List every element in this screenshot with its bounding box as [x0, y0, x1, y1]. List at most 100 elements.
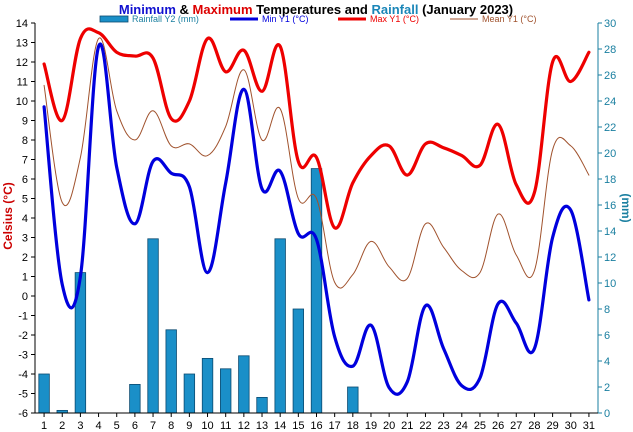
rainfall-bar — [183, 373, 196, 414]
x-tick-label: 29 — [546, 420, 558, 432]
legend-swatch-rainfall — [99, 15, 129, 23]
title-part: Rainfall — [371, 2, 418, 17]
right-tick-label: 28 — [604, 44, 616, 56]
rainfall-bar — [292, 308, 305, 414]
rainfall-bar — [256, 396, 268, 414]
right-tick-label: 6 — [604, 330, 610, 342]
left-tick-label: 14 — [16, 18, 28, 30]
right-tick-label: 0 — [604, 408, 610, 420]
left-tick-label: -1 — [18, 311, 28, 323]
x-tick-label: 25 — [474, 420, 486, 432]
right-tick-label: 18 — [604, 174, 616, 186]
x-tick-label: 19 — [365, 420, 377, 432]
x-tick-label: 28 — [528, 420, 540, 432]
x-tick-label: 26 — [492, 420, 504, 432]
x-tick-label: 10 — [201, 420, 213, 432]
x-tick-label: 31 — [583, 420, 595, 432]
x-tick-label: 9 — [186, 420, 192, 432]
x-tick-label: 12 — [238, 420, 250, 432]
left-tick-label: -5 — [18, 389, 28, 401]
left-tick-label: -6 — [18, 408, 28, 420]
left-axis-title: Celsius (°C) — [1, 182, 15, 249]
rainfall-bar — [38, 373, 50, 414]
title-part: & — [176, 2, 193, 17]
rainfall-bar — [129, 383, 141, 414]
left-tick-label: -4 — [18, 369, 28, 381]
x-tick-label: 13 — [256, 420, 268, 432]
right-tick-label: 24 — [604, 96, 616, 108]
left-tick-label: 2 — [22, 252, 28, 264]
legend-label: Max Y1 (°C) — [370, 14, 419, 24]
rainfall-bar — [147, 238, 159, 414]
x-tick-label: 27 — [510, 420, 522, 432]
right-tick-label: 2 — [604, 382, 610, 394]
title-part: Maximum — [193, 2, 253, 17]
left-tick-label: -3 — [18, 350, 28, 362]
rainfall-bars — [38, 168, 359, 414]
left-tick-label: 0 — [22, 291, 28, 303]
max-temperature-line — [42, 27, 591, 230]
mean-temperature-line — [43, 37, 590, 289]
title-part: Minimum — [119, 2, 176, 17]
right-tick-label: 10 — [604, 278, 616, 290]
x-tick-label: 4 — [96, 420, 102, 432]
left-tick-label: 7 — [22, 155, 28, 167]
legend-label: Rainfall Y2 (mm) — [132, 14, 199, 24]
left-tick-label: 6 — [22, 174, 28, 186]
rainfall-bar — [238, 355, 250, 414]
x-tick-label: 18 — [347, 420, 359, 432]
right-tick-label: 30 — [604, 18, 616, 30]
x-tick-label: 2 — [59, 420, 65, 432]
left-tick-label: 8 — [22, 135, 28, 147]
rainfall-bar — [310, 168, 323, 414]
left-tick-label: 10 — [16, 96, 28, 108]
left-tick-label: 5 — [22, 194, 28, 206]
x-tick-label: 5 — [114, 420, 120, 432]
x-tick-label: 20 — [383, 420, 395, 432]
left-tick-label: 4 — [22, 213, 28, 225]
left-tick-label: 9 — [22, 116, 28, 128]
rainfall-bar — [220, 368, 232, 414]
right-tick-label: 16 — [604, 200, 616, 212]
x-axis-ticks: 1 2 3 4 5 6 7 8 9 10 11 12 13 14 15 16 17 18 19 20 21 22 23 24 2… — [41, 413, 595, 432]
x-tick-label: 22 — [419, 420, 431, 432]
left-tick-label: 12 — [16, 57, 28, 69]
x-tick-label: 24 — [456, 420, 468, 432]
rainfall-bar — [274, 238, 286, 414]
right-tick-label: 20 — [604, 148, 616, 160]
rainfall-bar — [347, 386, 359, 414]
rainfall-bar — [201, 357, 214, 414]
x-tick-label: 15 — [292, 420, 304, 432]
title-part: (January 2023) — [418, 2, 513, 17]
title-part: Temperatures and — [253, 2, 372, 17]
x-tick-label: 16 — [310, 420, 322, 432]
x-tick-label: 17 — [329, 420, 341, 432]
legend-label: Mean Y1 (°C) — [482, 14, 536, 24]
right-tick-label: 22 — [604, 122, 616, 134]
x-tick-label: 3 — [77, 420, 83, 432]
right-tick-label: 14 — [604, 226, 616, 238]
right-tick-label: 26 — [604, 70, 616, 82]
rainfall-bar — [165, 329, 177, 414]
right-axis-title: (mm) — [619, 193, 633, 222]
left-tick-label: 13 — [16, 38, 28, 50]
left-tick-label: 11 — [17, 77, 28, 89]
x-tick-label: 23 — [438, 420, 450, 432]
x-tick-label: 8 — [168, 420, 174, 432]
left-tick-label: 1 — [22, 272, 28, 284]
right-tick-label: 12 — [604, 252, 616, 264]
x-tick-label: 14 — [274, 420, 286, 432]
chart-title: Minimum & Maximum Temperatures and Rainf… — [119, 2, 513, 17]
legend-label: Min Y1 (°C) — [262, 14, 308, 24]
temperature-lines — [42, 27, 591, 396]
x-tick-label: 30 — [565, 420, 577, 432]
x-tick-label: 1 — [41, 420, 47, 432]
x-tick-label: 7 — [150, 420, 156, 432]
right-tick-label: 4 — [604, 356, 610, 368]
x-tick-label: 6 — [132, 420, 138, 432]
x-tick-label: 11 — [220, 420, 231, 432]
